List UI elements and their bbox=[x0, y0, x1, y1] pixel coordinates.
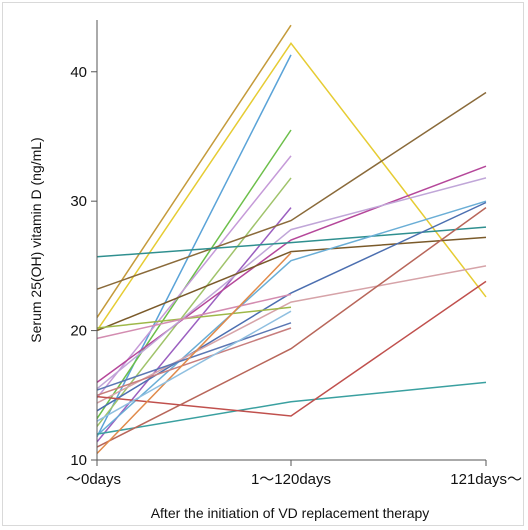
series-line-4 bbox=[96, 129, 292, 420]
series-line-9 bbox=[96, 165, 487, 384]
series-line-23 bbox=[96, 252, 292, 455]
x-tick-label: 1～120days bbox=[251, 471, 331, 488]
series-line-2 bbox=[96, 42, 487, 332]
y-tick-label: 40 bbox=[70, 64, 87, 81]
y-tick-label: 30 bbox=[70, 193, 87, 210]
series-line-5 bbox=[96, 155, 292, 399]
series-line-8 bbox=[96, 91, 487, 290]
series-line-20 bbox=[96, 381, 487, 435]
y-tick-label: 20 bbox=[70, 323, 87, 340]
series-line-10 bbox=[96, 177, 487, 390]
series-line-19 bbox=[96, 293, 292, 340]
series-line-18 bbox=[96, 322, 292, 391]
series-line-16 bbox=[96, 327, 292, 397]
series-line-6 bbox=[96, 177, 292, 427]
series-line-12 bbox=[96, 236, 487, 332]
y-ticks: 10 20 30 40 bbox=[70, 64, 97, 469]
series-line-1 bbox=[96, 24, 292, 319]
series-line-24 bbox=[96, 310, 292, 422]
series-line-17 bbox=[96, 306, 292, 329]
series-layer bbox=[96, 24, 487, 455]
x-axis-title: After the initiation of VD replacement t… bbox=[151, 505, 430, 521]
series-line-13 bbox=[96, 200, 487, 436]
x-tick-label: 121days～ bbox=[450, 471, 522, 488]
x-tick-label: ～0days bbox=[66, 471, 121, 488]
series-line-22 bbox=[96, 206, 487, 448]
chart-frame bbox=[2, 2, 524, 526]
series-line-15 bbox=[96, 265, 487, 404]
series-line-3 bbox=[96, 54, 292, 438]
y-axis-title: Serum 25(OH) vitamin D (ng/mL) bbox=[28, 137, 44, 342]
series-line-14 bbox=[96, 201, 487, 412]
series-line-21 bbox=[96, 280, 487, 417]
x-ticks: ～0days 1～120days 121days～ bbox=[66, 460, 522, 488]
y-tick-label: 10 bbox=[70, 452, 87, 469]
